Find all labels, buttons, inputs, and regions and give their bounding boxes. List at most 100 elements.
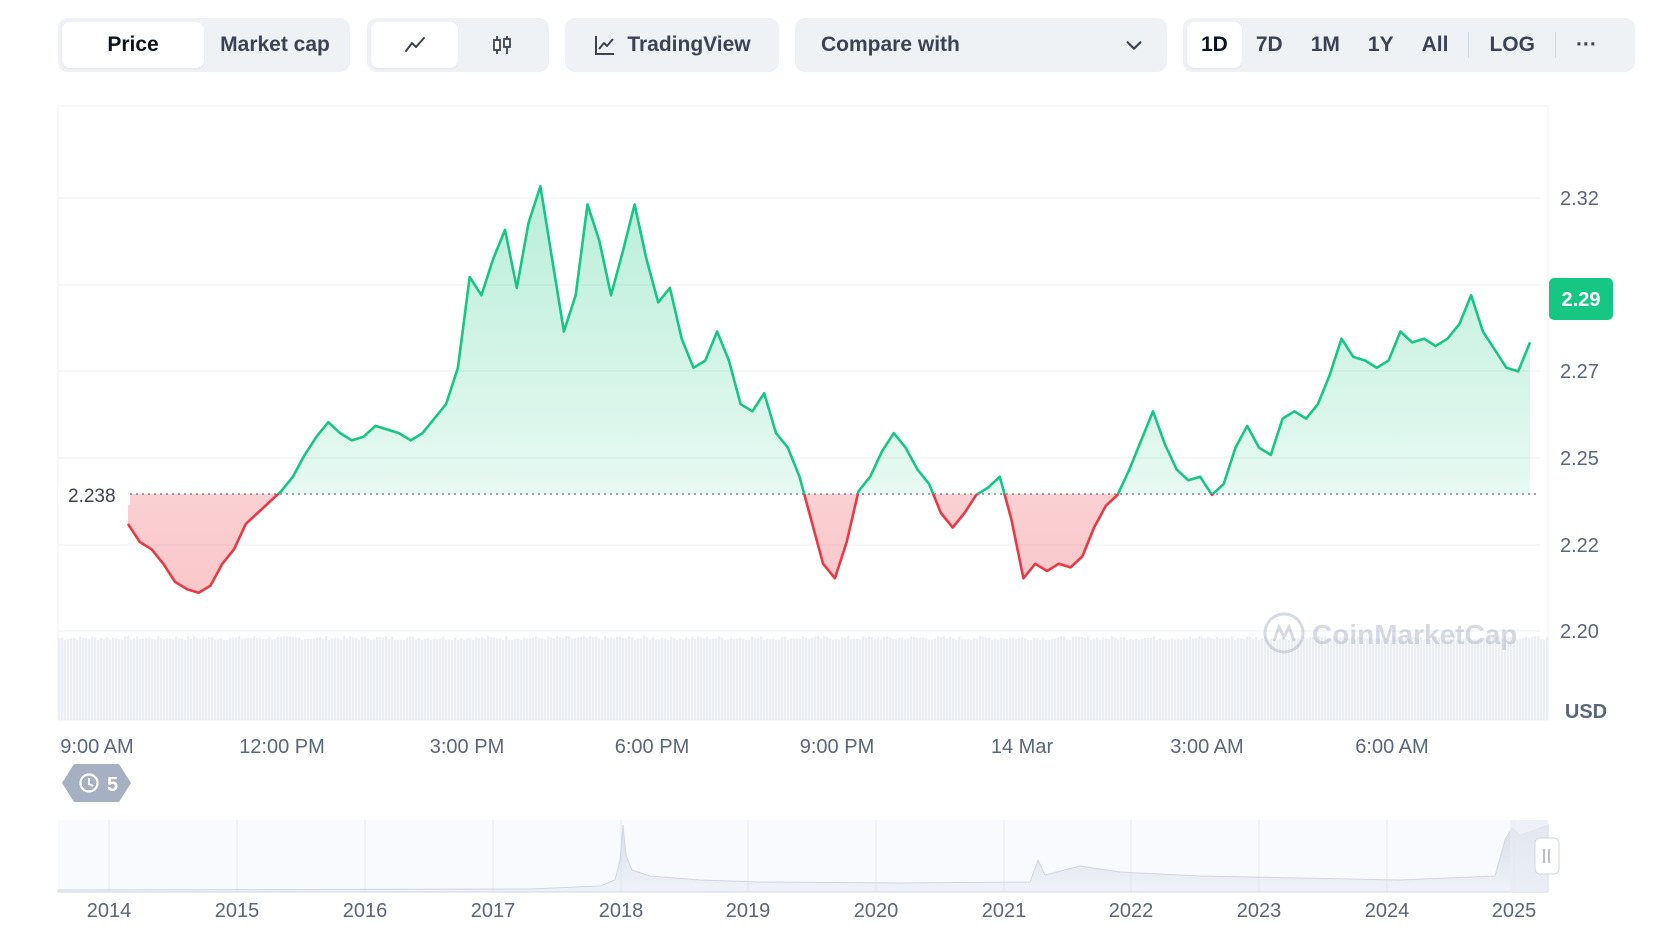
log-scale-button[interactable]: LOG xyxy=(1489,33,1535,56)
volume-bar xyxy=(625,638,628,720)
volume-bar xyxy=(1318,636,1321,720)
volume-bar xyxy=(1423,639,1426,720)
range-1y-button[interactable]: 1Y xyxy=(1367,33,1394,56)
volume-bar xyxy=(1468,637,1471,720)
price-area-up xyxy=(128,186,1530,494)
volume-bar xyxy=(181,638,184,720)
price-line xyxy=(126,185,1532,595)
volume-bar xyxy=(454,637,457,720)
volume-bar xyxy=(1375,638,1378,720)
compare-with-dropdown[interactable]: Compare with xyxy=(795,18,1167,72)
market-cap-tab[interactable]: Market cap xyxy=(220,33,330,56)
volume-bar xyxy=(445,639,448,720)
divider xyxy=(1554,32,1556,58)
volume-bar xyxy=(268,637,271,720)
volume-bar xyxy=(355,638,358,720)
volume-bar xyxy=(1492,637,1495,720)
volume-bar xyxy=(1021,637,1024,720)
volume-bar xyxy=(1255,637,1258,720)
events-badge[interactable]: 5 xyxy=(62,764,131,802)
volume-bar xyxy=(1129,639,1132,720)
volume-bar xyxy=(724,639,727,720)
volume-bar xyxy=(970,639,973,720)
range-navigator[interactable]: 2014 2015 2016 2017 2018 2019 2020 2021 2022 2023… xyxy=(57,820,1560,922)
volume-bar xyxy=(85,638,88,720)
tradingview-button[interactable]: TradingView xyxy=(565,18,779,72)
volume-bar xyxy=(151,638,154,720)
volume-bar xyxy=(1213,638,1216,720)
volume-bar xyxy=(1009,637,1012,720)
range-all-button[interactable]: All xyxy=(1421,33,1449,56)
volume-bar xyxy=(742,638,745,720)
volume-bar xyxy=(1390,639,1393,720)
volume-bar xyxy=(976,638,979,720)
y-tick-label: 2.20 xyxy=(1560,621,1599,643)
volume-bar xyxy=(508,639,511,720)
volume-bar xyxy=(64,639,67,720)
volume-bar xyxy=(1480,639,1483,720)
volume-bar xyxy=(487,636,490,720)
volume-bar xyxy=(952,638,955,720)
volume-bar xyxy=(1483,638,1486,720)
volume-bar xyxy=(583,636,586,720)
volume-bar xyxy=(808,639,811,720)
volume-bar xyxy=(1405,636,1408,720)
volume-bar xyxy=(415,639,418,720)
volume-bar xyxy=(1363,637,1366,720)
volume-bar xyxy=(571,638,574,720)
volume-bar xyxy=(1417,638,1420,720)
volume-bar xyxy=(937,636,940,720)
volume-bar xyxy=(1168,639,1171,720)
volume-bar xyxy=(673,637,676,720)
volume-bar xyxy=(343,636,346,720)
volume-bar xyxy=(997,639,1000,720)
volume-bar xyxy=(715,638,718,720)
navigator-handle[interactable] xyxy=(1534,837,1560,875)
volume-bar xyxy=(1126,639,1129,720)
x-tick-label: 6:00 PM xyxy=(615,736,689,758)
range-7d-button[interactable]: 7D xyxy=(1255,33,1283,56)
volume-bar xyxy=(820,638,823,720)
volume-bar xyxy=(58,638,61,720)
more-options-button[interactable]: ··· xyxy=(1575,33,1597,56)
volume-bar xyxy=(1489,637,1492,720)
volume-bar xyxy=(655,639,658,720)
volume-bar xyxy=(91,636,94,720)
volume-bar xyxy=(1396,637,1399,720)
volume-bar xyxy=(886,636,889,720)
watermark-text: CoinMarketCap xyxy=(1312,619,1517,650)
volume-bar xyxy=(1516,639,1519,720)
volume-bar xyxy=(853,638,856,720)
x-tick-label: 3:00 AM xyxy=(1170,736,1243,758)
volume-bar xyxy=(1519,638,1522,720)
volume-bar xyxy=(250,638,253,720)
volume-bar xyxy=(664,638,667,720)
range-1d-button[interactable]: 1D xyxy=(1187,22,1242,68)
volume-bar xyxy=(136,636,139,720)
volume-bar xyxy=(550,637,553,720)
range-1m-button[interactable]: 1M xyxy=(1310,33,1340,56)
volume-bar xyxy=(436,639,439,720)
volume-bar xyxy=(706,636,709,720)
volume-bar xyxy=(1333,638,1336,720)
volume-bar xyxy=(337,638,340,720)
volume-bar xyxy=(955,639,958,720)
volume-bar xyxy=(406,637,409,720)
volume-bar xyxy=(1189,636,1192,720)
line-chart-button[interactable] xyxy=(371,22,458,68)
volume-bar xyxy=(1300,639,1303,720)
candlestick-button[interactable] xyxy=(458,22,545,68)
volume-bar xyxy=(1240,638,1243,720)
price-tab[interactable]: Price xyxy=(62,22,204,68)
volume-bar xyxy=(832,639,835,720)
volume-bar xyxy=(448,639,451,720)
volume-bar xyxy=(199,639,202,720)
volume-bar xyxy=(721,637,724,720)
volume-bar xyxy=(901,637,904,720)
volume-bar xyxy=(649,639,652,720)
volume-bar xyxy=(1219,638,1222,720)
volume-bar xyxy=(1237,638,1240,720)
volume-bar xyxy=(565,636,568,720)
volume-bar xyxy=(1141,638,1144,720)
volume-bar xyxy=(1387,639,1390,720)
